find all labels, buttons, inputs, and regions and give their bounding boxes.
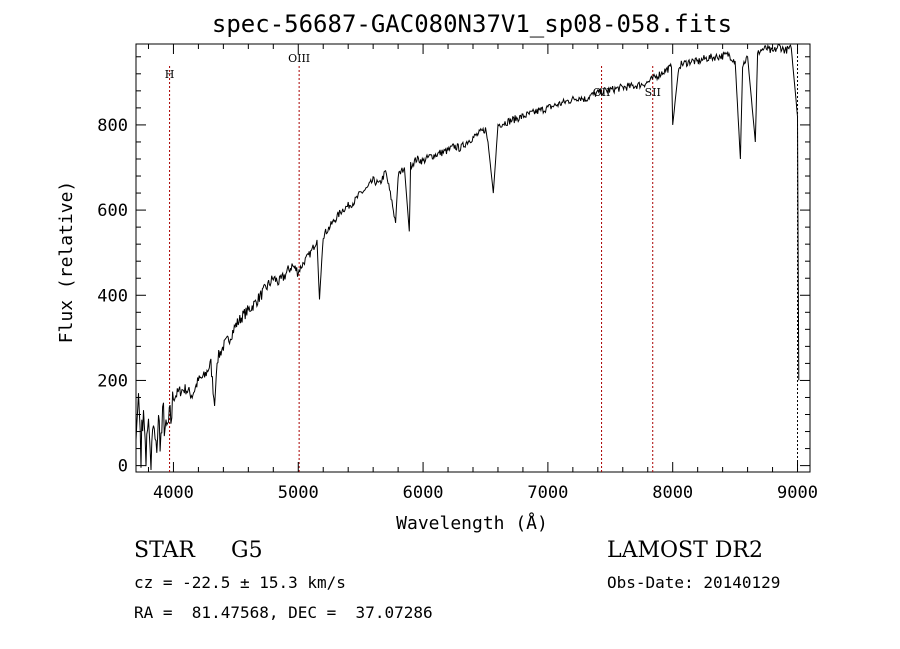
y-tick-label: 600 [97, 201, 128, 221]
y-axis-ticks: 0 200 400 600 800 [97, 56, 810, 477]
line-marker-label: H [165, 68, 175, 81]
survey-label: LAMOST DR2 [607, 538, 763, 563]
x-axis-ticks: 4000 5000 6000 7000 8000 9000 [147, 44, 818, 503]
x-axis-label: Wavelength (Å) [396, 512, 548, 534]
x-tick-label: 8000 [652, 483, 693, 503]
y-tick-label: 200 [97, 371, 128, 391]
x-tick-label: 9000 [777, 483, 818, 503]
chart-title: spec-56687-GAC080N37V1_sp08-058.fits [212, 10, 732, 38]
coordinates: RA = 81.47568, DEC = 37.07286 [134, 603, 433, 622]
x-tick-label: 7000 [527, 483, 568, 503]
x-tick-label: 5000 [278, 483, 319, 503]
obs-date: Obs-Date: 20140129 [607, 573, 781, 592]
y-tick-label: 0 [118, 457, 128, 477]
line-marker-label: SII [645, 86, 661, 99]
y-axis-label: Flux (relative) [56, 181, 77, 344]
redshift-readout: cz = -22.5 ± 15.3 km/s [134, 573, 346, 592]
line-marker-label: OIII [288, 52, 310, 65]
object-subclass: G5 [231, 538, 263, 563]
y-tick-label: 400 [97, 286, 128, 306]
object-type: STAR [134, 538, 195, 563]
y-tick-label: 800 [97, 116, 128, 136]
x-tick-label: 4000 [153, 483, 194, 503]
object-class: STAR G5 [134, 538, 263, 563]
spectrum-series-line [135, 43, 800, 471]
plot-frame [135, 43, 811, 473]
x-tick-label: 6000 [403, 483, 444, 503]
